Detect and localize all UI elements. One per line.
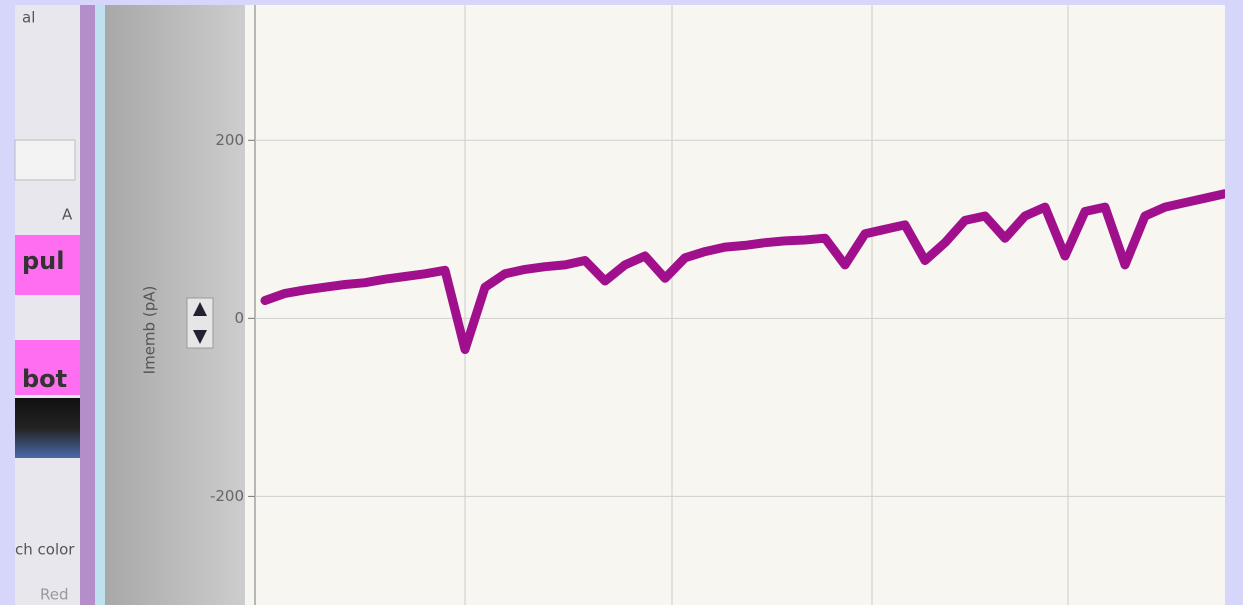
page: al A pul bot ch color Red Imemb (pA) -20… xyxy=(0,0,1243,605)
divider xyxy=(80,5,95,605)
y-tick-label: -200 xyxy=(210,487,244,505)
search-box xyxy=(15,140,75,180)
color-value: Red xyxy=(40,586,69,604)
axis-panel xyxy=(105,5,245,605)
screen: al A pul bot ch color Red Imemb (pA) -20… xyxy=(0,0,1243,605)
row-label: pul xyxy=(22,247,65,275)
top-text: al xyxy=(22,9,35,27)
y-axis-label: Imemb (pA) xyxy=(141,286,159,375)
frame xyxy=(1225,0,1243,605)
y-tick-label: 200 xyxy=(215,131,244,149)
left-panel xyxy=(15,5,85,605)
row-label: bot xyxy=(22,365,67,393)
divider xyxy=(95,5,105,605)
row-dark[interactable] xyxy=(15,398,80,458)
column-header: A xyxy=(62,206,73,224)
y-tick-label: 0 xyxy=(234,309,244,327)
color-label: ch color xyxy=(15,541,75,559)
